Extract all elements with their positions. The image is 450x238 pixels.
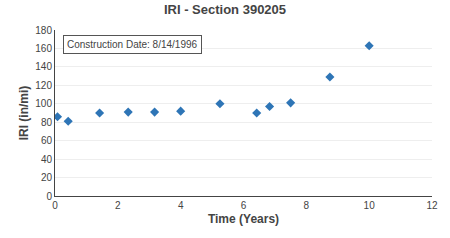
svg-text:140: 140	[35, 61, 52, 72]
svg-text:IRI (in/mi): IRI (in/mi)	[17, 86, 31, 141]
svg-text:10: 10	[364, 200, 376, 211]
svg-text:160: 160	[35, 43, 52, 54]
svg-text:6: 6	[241, 200, 247, 211]
svg-text:40: 40	[41, 154, 53, 165]
svg-text:IRI - Section 390205: IRI - Section 390205	[164, 2, 286, 17]
svg-text:120: 120	[35, 80, 52, 91]
svg-text:Construction Date: 8/14/1996: Construction Date: 8/14/1996	[67, 39, 198, 50]
svg-text:8: 8	[304, 200, 310, 211]
svg-text:12: 12	[426, 200, 438, 211]
svg-text:180: 180	[35, 25, 52, 36]
svg-text:100: 100	[35, 98, 52, 109]
svg-text:2: 2	[115, 200, 121, 211]
svg-text:60: 60	[41, 135, 53, 146]
svg-text:20: 20	[41, 172, 53, 183]
svg-text:Time (Years): Time (Years)	[208, 212, 279, 226]
svg-text:0: 0	[52, 200, 58, 211]
svg-text:0: 0	[46, 191, 52, 202]
svg-text:80: 80	[41, 117, 53, 128]
svg-text:4: 4	[178, 200, 184, 211]
